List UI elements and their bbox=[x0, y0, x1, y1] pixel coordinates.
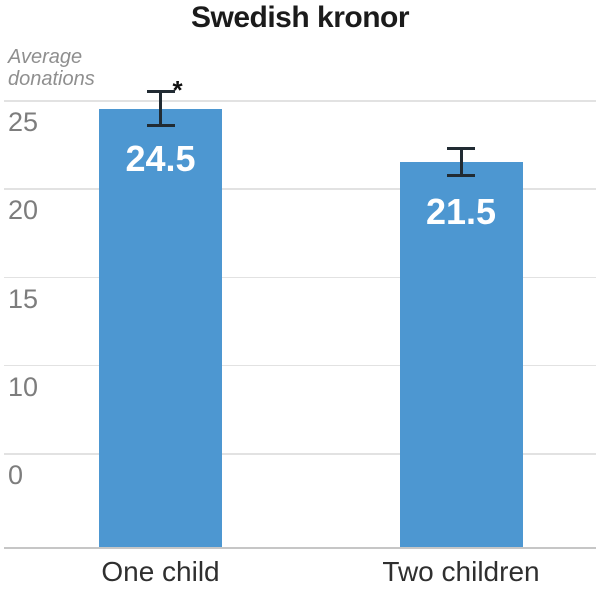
x-axis-category-label: One child bbox=[101, 556, 220, 587]
bar-value-label: 21.5 bbox=[425, 190, 497, 232]
gridline bbox=[4, 276, 596, 278]
chart-title: Swedish kronor bbox=[190, 1, 410, 34]
gridline bbox=[4, 453, 596, 455]
y-tick-label: 25 bbox=[8, 107, 39, 137]
error-bar-cap bbox=[447, 173, 475, 177]
y-axis-label-line2: donations bbox=[8, 68, 95, 90]
error-bar bbox=[146, 90, 175, 128]
bar bbox=[399, 161, 523, 547]
x-axis-baseline bbox=[4, 547, 596, 549]
error-bar-cap bbox=[447, 146, 475, 150]
y-tick-label: 0 bbox=[8, 460, 24, 490]
error-bar bbox=[447, 146, 475, 177]
error-bar-cap bbox=[146, 90, 175, 94]
y-axis-label: Average donations bbox=[8, 46, 95, 90]
bar bbox=[99, 108, 222, 547]
error-bar-cap bbox=[146, 124, 175, 128]
gridline bbox=[4, 364, 596, 367]
y-axis-label-line1: Average bbox=[8, 46, 83, 68]
x-axis-category-label: Two children bbox=[382, 556, 540, 587]
gridline bbox=[4, 100, 596, 102]
error-bar-line bbox=[159, 90, 162, 128]
y-tick-label: 15 bbox=[8, 283, 39, 314]
bar-value-label: 24.5 bbox=[125, 137, 196, 179]
gridline bbox=[4, 188, 596, 190]
error-bar-line bbox=[459, 146, 463, 177]
significance-asterisk: * bbox=[172, 75, 183, 106]
y-tick-label: 10 bbox=[8, 371, 39, 402]
y-tick-label: 20 bbox=[8, 195, 39, 226]
